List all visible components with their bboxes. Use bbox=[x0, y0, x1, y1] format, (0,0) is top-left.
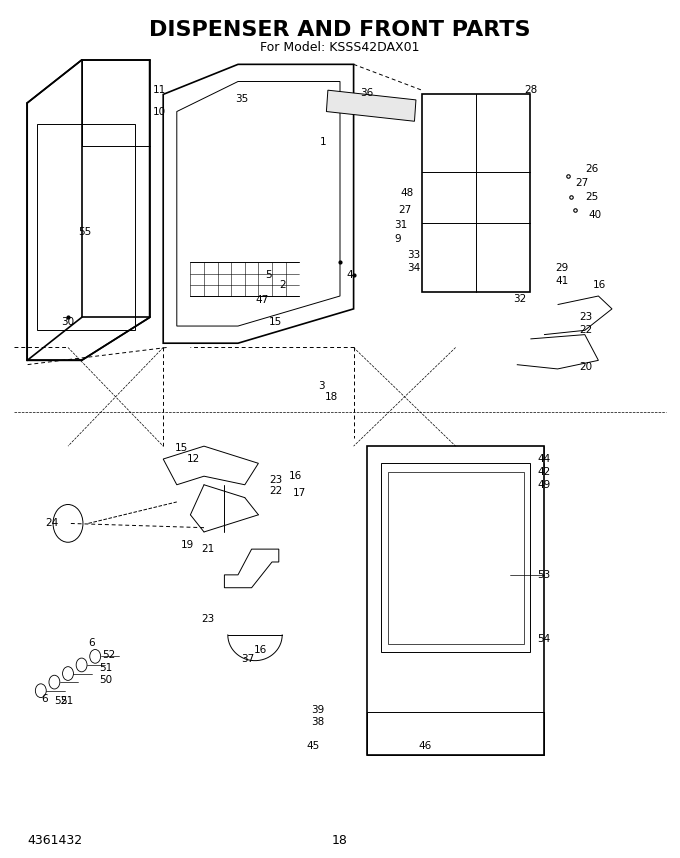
Text: 31: 31 bbox=[394, 220, 408, 230]
Text: 17: 17 bbox=[292, 488, 306, 498]
Text: 22: 22 bbox=[269, 486, 282, 496]
Text: 15: 15 bbox=[269, 317, 282, 327]
Text: 37: 37 bbox=[241, 654, 255, 664]
Text: 22: 22 bbox=[579, 325, 593, 335]
Text: 12: 12 bbox=[187, 454, 201, 464]
Text: 16: 16 bbox=[254, 644, 267, 655]
Text: 15: 15 bbox=[175, 443, 188, 453]
Text: 40: 40 bbox=[588, 209, 602, 220]
Text: 52: 52 bbox=[54, 696, 68, 706]
Text: DISPENSER AND FRONT PARTS: DISPENSER AND FRONT PARTS bbox=[149, 20, 531, 40]
Bar bbox=[326, 90, 416, 121]
Text: 30: 30 bbox=[61, 317, 75, 327]
Text: 23: 23 bbox=[579, 312, 593, 323]
Text: 23: 23 bbox=[201, 614, 214, 625]
Text: 29: 29 bbox=[555, 263, 568, 273]
Text: 3: 3 bbox=[318, 381, 325, 391]
Text: 27: 27 bbox=[575, 178, 588, 188]
Text: 1: 1 bbox=[320, 136, 326, 147]
Bar bbox=[367, 712, 544, 755]
Text: 23: 23 bbox=[269, 475, 282, 486]
Text: For Model: KSSS42DAX01: For Model: KSSS42DAX01 bbox=[260, 40, 420, 54]
Text: 49: 49 bbox=[537, 480, 551, 490]
Text: 39: 39 bbox=[311, 704, 325, 715]
Text: 47: 47 bbox=[255, 295, 269, 305]
Text: 10: 10 bbox=[153, 106, 167, 117]
Text: 41: 41 bbox=[555, 276, 568, 287]
Text: 19: 19 bbox=[180, 540, 194, 550]
Text: 36: 36 bbox=[360, 88, 374, 98]
Text: 51: 51 bbox=[60, 696, 73, 706]
Text: 44: 44 bbox=[537, 454, 551, 464]
Text: 25: 25 bbox=[585, 192, 598, 202]
Text: 54: 54 bbox=[537, 634, 551, 644]
Text: 35: 35 bbox=[235, 94, 248, 104]
Bar bbox=[367, 446, 544, 755]
Text: 34: 34 bbox=[407, 263, 420, 273]
Text: 26: 26 bbox=[585, 164, 598, 174]
Text: 18: 18 bbox=[332, 834, 348, 848]
Text: 46: 46 bbox=[418, 741, 432, 752]
Text: 2: 2 bbox=[279, 280, 286, 290]
Text: 51: 51 bbox=[99, 662, 112, 673]
Text: 42: 42 bbox=[537, 467, 551, 477]
Text: 28: 28 bbox=[524, 85, 537, 95]
Text: 18: 18 bbox=[325, 392, 339, 402]
Bar bbox=[37, 124, 135, 330]
Text: 11: 11 bbox=[153, 85, 167, 95]
Text: 53: 53 bbox=[537, 570, 551, 580]
Text: 50: 50 bbox=[99, 675, 112, 686]
Text: 21: 21 bbox=[201, 544, 214, 554]
Text: 45: 45 bbox=[306, 741, 320, 752]
Text: 20: 20 bbox=[579, 362, 593, 372]
Text: 9: 9 bbox=[394, 233, 401, 244]
Text: 33: 33 bbox=[407, 250, 420, 260]
Text: 5: 5 bbox=[265, 269, 272, 280]
Text: 4361432: 4361432 bbox=[27, 834, 82, 848]
Text: 48: 48 bbox=[400, 188, 413, 198]
Text: 52: 52 bbox=[102, 650, 116, 660]
Text: 55: 55 bbox=[78, 227, 92, 237]
Text: 6: 6 bbox=[88, 638, 95, 649]
Text: 16: 16 bbox=[289, 471, 303, 481]
Text: 6: 6 bbox=[41, 694, 48, 704]
Text: 16: 16 bbox=[593, 280, 607, 290]
Text: 32: 32 bbox=[513, 293, 527, 304]
Bar bbox=[388, 472, 524, 644]
Text: 24: 24 bbox=[46, 518, 59, 529]
Text: 4: 4 bbox=[347, 269, 354, 280]
Text: 38: 38 bbox=[311, 717, 325, 728]
Text: 27: 27 bbox=[398, 205, 411, 215]
Bar bbox=[381, 463, 530, 652]
